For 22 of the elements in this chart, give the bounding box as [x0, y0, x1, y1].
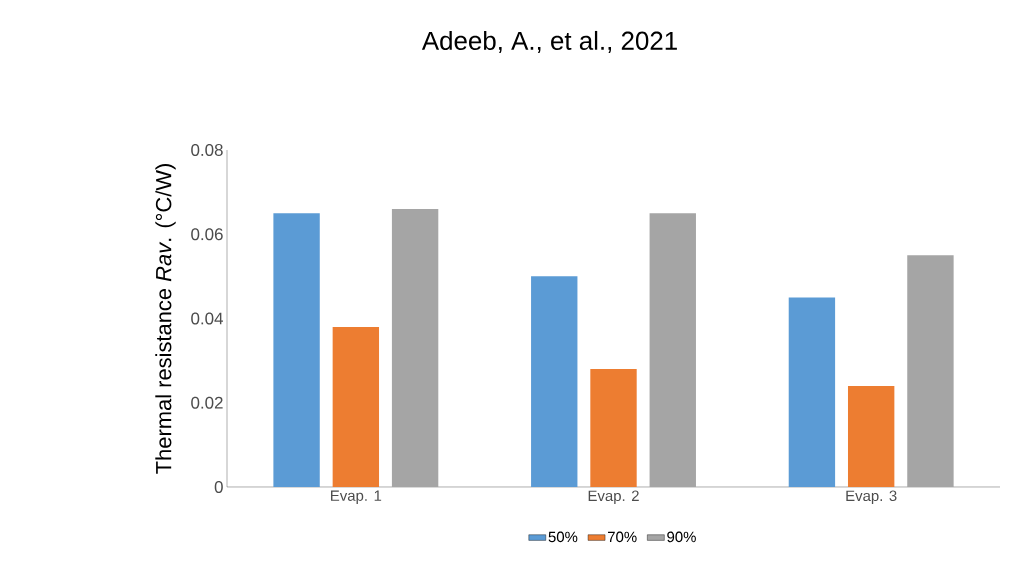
x-tick-label: Evap. 3 — [846, 490, 897, 505]
bar — [590, 369, 637, 487]
y-axis-title: Thermal resistance Rav. (°C/W) — [155, 164, 176, 474]
bar — [273, 213, 320, 487]
y-tick-label: 0.06 — [191, 228, 223, 241]
y-tick-label: 0.08 — [191, 143, 223, 156]
y-tick-label: 0 — [214, 480, 223, 493]
legend-label: 90% — [667, 531, 696, 543]
bar — [847, 385, 895, 487]
bar — [332, 326, 380, 487]
x-tick-label: Evap. 1 — [331, 490, 382, 504]
legend-label: 50% — [548, 531, 578, 543]
chart-title: Adeeb, A., et al., 2021 — [421, 30, 677, 54]
bar — [391, 208, 439, 487]
x-tick-label: Evap. 2 — [588, 490, 639, 505]
legend-label: 70% — [608, 531, 637, 543]
bar — [788, 297, 836, 487]
bar — [907, 255, 954, 487]
y-tick-label: 0.02 — [191, 396, 223, 409]
y-tick-label: 0.04 — [191, 312, 223, 325]
bar — [649, 213, 696, 487]
bar — [531, 276, 578, 487]
